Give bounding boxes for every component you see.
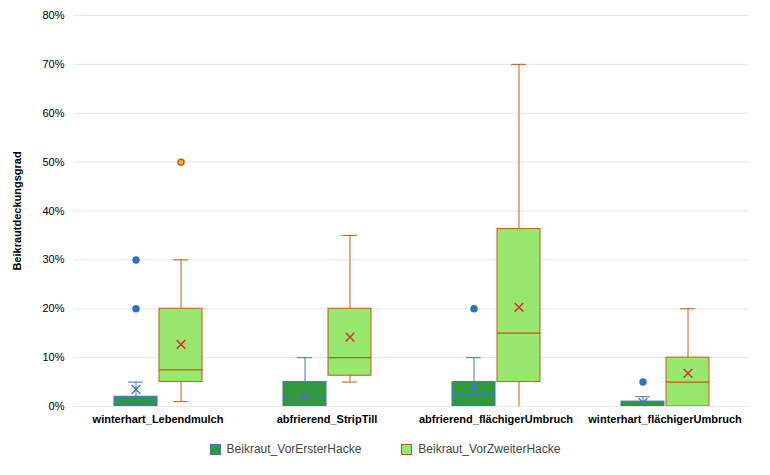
html-text:Beikraut_VorErsterHacke: Beikraut_VorErsterHacke <box>226 442 362 456</box>
svg-text:Beikrautdeckungsgrad: Beikrautdeckungsgrad <box>11 151 23 270</box>
svg-text:abfrierend_StripTill: abfrierend_StripTill <box>277 413 378 425</box>
svg-text:80%: 80% <box>42 9 64 21</box>
svg-text:50%: 50% <box>42 156 64 168</box>
svg-text:abfrierend_flächigerUmbruch: abfrierend_flächigerUmbruch <box>419 413 573 425</box>
svg-text:10%: 10% <box>42 351 64 363</box>
html-text:Beikraut_VorZweiterHacke: Beikraut_VorZweiterHacke <box>418 442 561 456</box>
svg-text:30%: 30% <box>42 253 64 265</box>
svg-text:winterhart_Lebendmulch: winterhart_Lebendmulch <box>92 413 224 425</box>
svg-text:20%: 20% <box>42 302 64 314</box>
svg-text:0%: 0% <box>49 400 65 412</box>
svg-text:40%: 40% <box>42 205 64 217</box>
svg-text:winterhart_flächigerUmbruch: winterhart_flächigerUmbruch <box>587 413 742 425</box>
svg-text:60%: 60% <box>42 107 64 119</box>
svg-text:70%: 70% <box>42 58 64 70</box>
